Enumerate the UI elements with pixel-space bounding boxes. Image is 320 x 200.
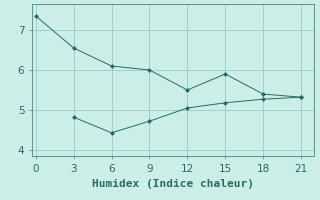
X-axis label: Humidex (Indice chaleur): Humidex (Indice chaleur)	[92, 179, 254, 189]
